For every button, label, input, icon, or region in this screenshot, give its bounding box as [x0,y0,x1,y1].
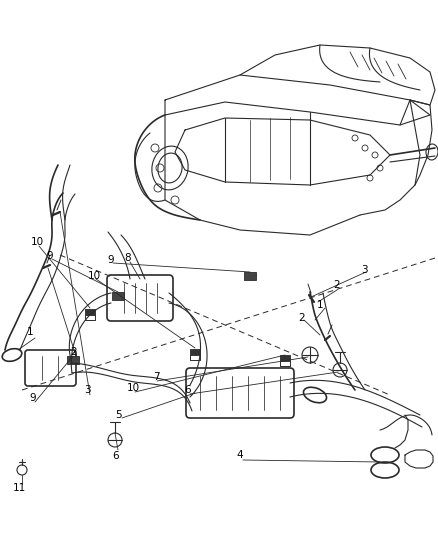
Text: 2: 2 [71,347,78,357]
Text: 8: 8 [125,253,131,263]
Text: 1: 1 [27,327,33,337]
Text: 3: 3 [84,385,90,395]
Text: 6: 6 [185,385,191,395]
Bar [280,355,290,361]
Text: 2: 2 [334,280,340,290]
Text: 2: 2 [299,313,305,323]
Text: 4: 4 [237,450,244,460]
Bar [190,349,200,355]
Text: 10: 10 [88,271,101,281]
Text: 9: 9 [108,255,114,265]
Text: 5: 5 [115,410,121,420]
Text: 7: 7 [153,372,159,382]
Bar [85,309,95,315]
Text: 9: 9 [30,393,36,403]
Text: 6: 6 [113,451,119,461]
Text: 11: 11 [12,483,26,493]
Bar [112,292,124,300]
Text: 10: 10 [127,383,140,393]
Text: 3: 3 [360,265,367,275]
Bar [244,272,256,280]
Text: 9: 9 [47,251,53,261]
Text: 1: 1 [317,300,323,310]
Text: 10: 10 [30,237,43,247]
Bar [67,356,79,364]
